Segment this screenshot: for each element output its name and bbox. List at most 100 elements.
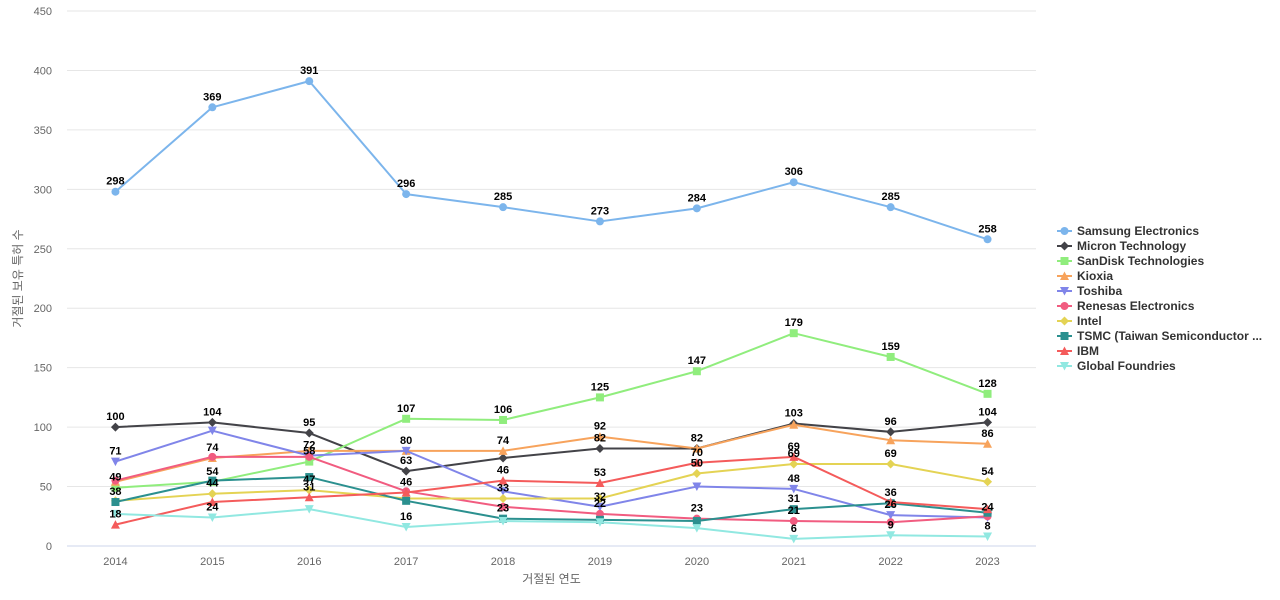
data-point [207, 513, 217, 522]
legend-label: Toshiba [1077, 284, 1122, 298]
data-label: 33 [497, 482, 509, 494]
x-tick-label: 2015 [200, 556, 224, 568]
y-tick-label: 250 [34, 244, 52, 256]
data-point [983, 477, 993, 487]
data-label: 47 [303, 474, 315, 486]
grid-lines [67, 10, 1036, 547]
data-point [886, 435, 896, 445]
data-label: 258 [978, 223, 996, 235]
data-point [498, 493, 508, 503]
legend-marker-icon [1060, 346, 1069, 355]
data-point [305, 452, 314, 461]
legend-item[interactable]: SanDisk Technologies [1057, 254, 1204, 268]
data-label: 71 [109, 446, 121, 458]
legend-item[interactable]: Samsung Electronics [1057, 224, 1199, 238]
data-label: 46 [497, 465, 509, 477]
data-point [692, 367, 701, 376]
legend-item[interactable]: Intel [1057, 314, 1102, 328]
data-point [111, 498, 120, 507]
data-point [886, 459, 896, 469]
legend-label: Kioxia [1077, 269, 1113, 283]
data-label: 70 [691, 447, 703, 459]
x-tick-label: 2019 [588, 556, 612, 568]
data-label: 63 [400, 455, 412, 467]
data-label: 80 [400, 435, 412, 447]
legend-item[interactable]: Renesas Electronics [1057, 299, 1195, 313]
data-label: 32 [594, 491, 606, 503]
data-label: 38 [109, 486, 121, 498]
data-label: 50 [691, 457, 703, 469]
data-label: 53 [594, 467, 606, 479]
data-label: 179 [785, 317, 803, 329]
axes: 0 50 100 150 200 250 300 350 400 450 2014 2015 2016 2… [11, 6, 1000, 586]
data-label: 104 [978, 406, 997, 418]
data-point [692, 524, 702, 533]
data-label: 9 [888, 519, 894, 531]
legend-item[interactable]: Toshiba [1057, 284, 1122, 298]
data-point [692, 204, 701, 213]
data-point [886, 511, 896, 520]
data-point [886, 497, 896, 507]
data-label: 22 [594, 498, 606, 510]
data-label: 72 [303, 440, 315, 452]
data-label: 49 [109, 472, 121, 484]
data-point [499, 502, 508, 511]
data-label: 69 [885, 448, 897, 460]
data-label: 159 [881, 341, 899, 353]
data-point [402, 496, 411, 505]
data-point [304, 492, 314, 502]
data-point [789, 178, 798, 187]
data-label: 16 [400, 511, 412, 523]
data-label: 306 [785, 166, 803, 178]
y-tick-label: 400 [34, 65, 52, 77]
legend-item[interactable]: TSMC (Taiwan Semiconductor ... [1057, 329, 1262, 343]
series-0 [111, 77, 992, 244]
x-tick-label: 2017 [394, 556, 418, 568]
data-point [692, 468, 702, 478]
data-point [789, 534, 799, 544]
data-point [595, 478, 605, 487]
legend-item[interactable]: Micron Technology [1057, 239, 1186, 253]
data-point [401, 446, 411, 456]
data-point [595, 393, 604, 402]
data-point [208, 103, 217, 112]
data-point [692, 444, 702, 453]
data-point [789, 452, 799, 461]
series-9 [110, 505, 993, 544]
data-point [207, 497, 217, 507]
data-point [692, 517, 701, 526]
data-label: 46 [400, 477, 412, 489]
legend-label: Micron Technology [1077, 239, 1186, 253]
legend-item[interactable]: Kioxia [1057, 269, 1113, 283]
data-point [208, 476, 217, 485]
legend-label: Renesas Electronics [1077, 299, 1195, 313]
series-line [114, 80, 988, 241]
data-point [983, 532, 993, 541]
legend-item[interactable]: Global Foundries [1057, 359, 1176, 373]
x-tick-label: 2022 [878, 556, 902, 568]
data-label: 31 [788, 493, 800, 505]
series-lines [110, 77, 993, 544]
y-tick-label: 450 [34, 6, 52, 18]
data-label: 273 [591, 205, 609, 217]
data-label: 369 [203, 91, 221, 103]
series-2 [111, 329, 992, 492]
data-label: 100 [106, 411, 124, 423]
data-point [110, 520, 120, 529]
data-point [304, 428, 314, 438]
data-label: 86 [981, 428, 993, 440]
series-line [115, 423, 988, 483]
data-point [498, 476, 508, 485]
data-label: 82 [594, 433, 606, 445]
data-label: 284 [688, 192, 707, 204]
data-point [110, 422, 120, 432]
data-point [886, 203, 895, 212]
data-label: 31 [303, 481, 315, 493]
legend-item[interactable]: IBM [1057, 344, 1099, 358]
data-label: 23 [691, 503, 703, 515]
legend-label: TSMC (Taiwan Semiconductor ... [1077, 329, 1262, 343]
data-label: 391 [300, 65, 318, 77]
data-label: 69 [788, 448, 800, 460]
